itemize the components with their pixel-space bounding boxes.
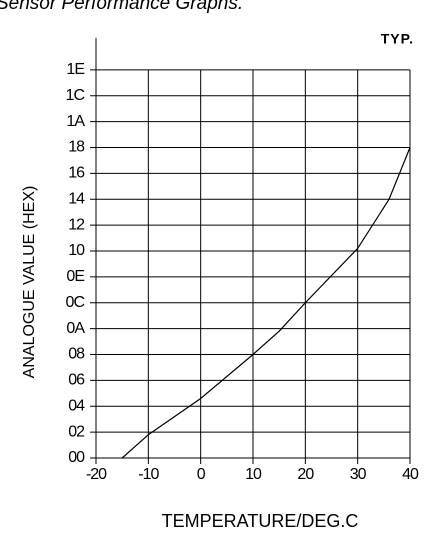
chart-title: Sensor Performance Graphs. [0,0,243,14]
x-tick-label: 40 [402,466,419,483]
y-tick-label: 14 [68,190,85,207]
y-axis-label: ANALOGUE VALUE (HEX) [21,186,38,379]
x-tick-label: -20 [86,466,107,483]
x-tick-label: 10 [245,466,262,483]
y-tick-label: 1E [66,61,84,78]
y-tick-label: 08 [68,346,85,363]
y-tick-label: 16 [68,165,85,182]
y-tick-label: 00 [68,449,85,466]
y-tick-label: 12 [68,216,85,233]
y-tick-label: 18 [68,139,85,156]
data-line [121,147,411,459]
note: TYP. [381,31,414,47]
y-tick-label: 0C [66,294,85,311]
x-tick-label: 20 [297,466,314,483]
y-tick-label: 10 [68,242,85,259]
x-tick-label: 30 [350,466,367,483]
y-tick-label: 02 [68,423,85,440]
y-tick-label: 04 [68,397,85,414]
x-tick-label: 0 [197,466,206,483]
x-axis-label: TEMPERATURE/DEG.C [162,511,359,531]
y-tick-label: 0E [66,268,84,285]
x-tick-label: -10 [138,466,159,483]
y-tick-label: 1C [66,87,85,104]
y-tick-label: 1A [66,113,85,130]
y-tick-label: 0A [66,320,85,337]
y-tick-label: 06 [68,372,85,389]
